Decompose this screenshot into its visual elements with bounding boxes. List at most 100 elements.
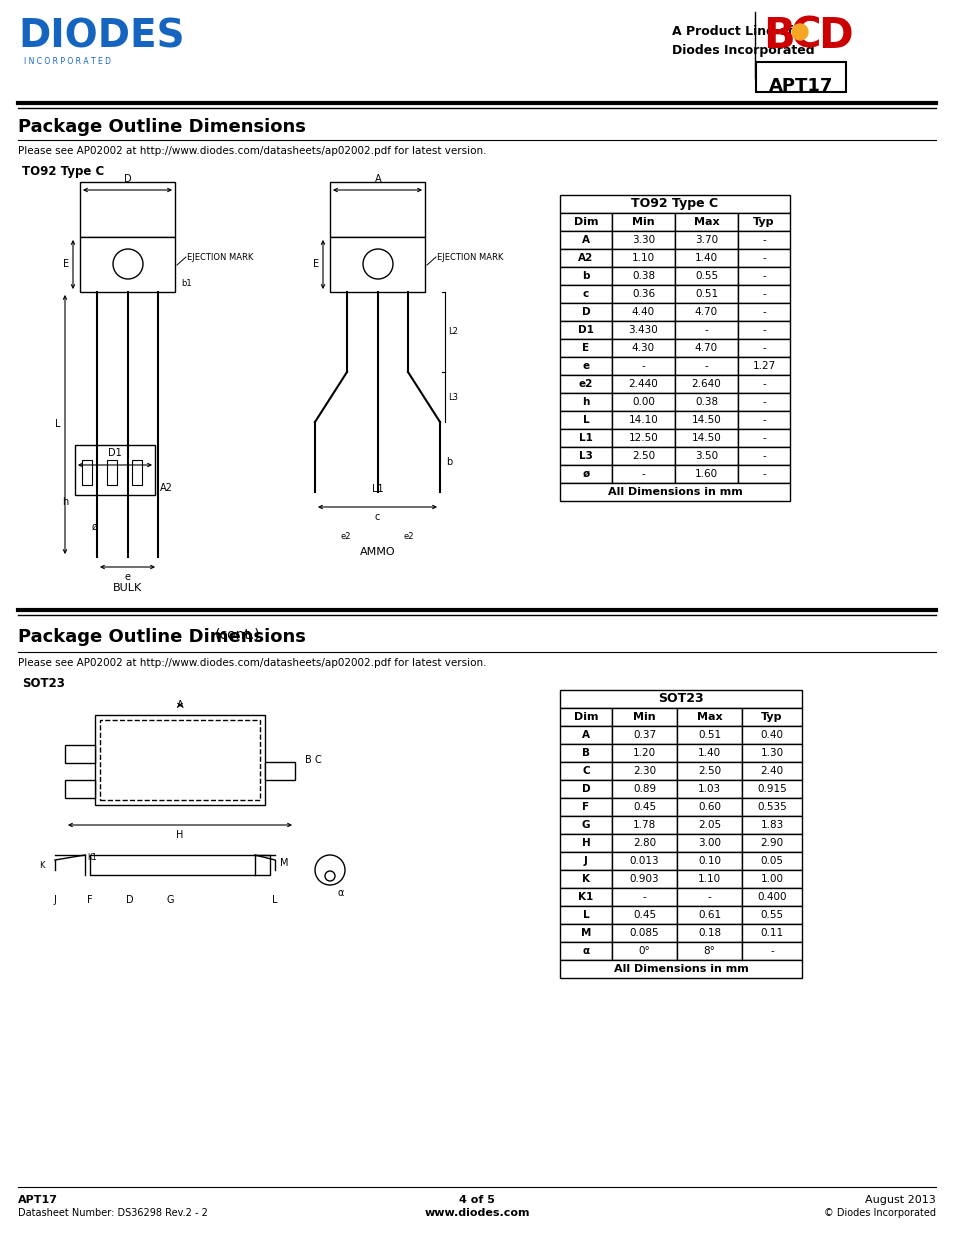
Text: -: - xyxy=(761,396,765,408)
Text: 0.40: 0.40 xyxy=(760,730,782,740)
Bar xyxy=(559,393,612,411)
Bar xyxy=(738,249,789,267)
Bar xyxy=(738,357,789,375)
Bar xyxy=(741,906,801,924)
Bar xyxy=(741,743,801,762)
Text: 2.05: 2.05 xyxy=(698,820,720,830)
Text: 0.013: 0.013 xyxy=(629,856,659,866)
Text: Typ: Typ xyxy=(753,217,774,227)
Text: K1: K1 xyxy=(87,853,96,862)
Bar xyxy=(612,743,677,762)
Bar xyxy=(755,62,845,91)
Bar xyxy=(559,960,801,978)
Text: D1: D1 xyxy=(578,325,594,335)
Bar xyxy=(738,466,789,483)
Bar xyxy=(612,781,677,798)
Bar xyxy=(741,888,801,906)
Bar xyxy=(675,249,738,267)
Text: 2.30: 2.30 xyxy=(632,766,656,776)
Text: A: A xyxy=(581,730,589,740)
Bar xyxy=(612,231,675,249)
Bar xyxy=(741,869,801,888)
Bar xyxy=(677,888,741,906)
Text: -: - xyxy=(761,235,765,245)
Text: EJECTION MARK: EJECTION MARK xyxy=(436,252,503,262)
Bar xyxy=(65,781,95,798)
Bar xyxy=(559,212,612,231)
Text: 4.40: 4.40 xyxy=(631,308,655,317)
Bar xyxy=(612,798,677,816)
Bar xyxy=(677,743,741,762)
Text: Typ: Typ xyxy=(760,713,781,722)
Text: 3.00: 3.00 xyxy=(698,839,720,848)
Text: 3.30: 3.30 xyxy=(631,235,655,245)
Text: 1.60: 1.60 xyxy=(694,469,718,479)
Text: 2.80: 2.80 xyxy=(632,839,656,848)
Text: L: L xyxy=(582,910,589,920)
Text: 0.535: 0.535 xyxy=(757,802,786,811)
Text: 1.83: 1.83 xyxy=(760,820,782,830)
Text: 0.915: 0.915 xyxy=(757,784,786,794)
Text: 1.00: 1.00 xyxy=(760,874,782,884)
Bar xyxy=(612,249,675,267)
Text: D: D xyxy=(124,174,132,184)
Text: 3.70: 3.70 xyxy=(694,235,718,245)
Bar xyxy=(559,816,612,834)
Text: 14.10: 14.10 xyxy=(628,415,658,425)
Bar xyxy=(675,411,738,429)
Text: 2.640: 2.640 xyxy=(691,379,720,389)
Text: 4.70: 4.70 xyxy=(694,343,718,353)
Bar xyxy=(738,411,789,429)
Bar xyxy=(559,466,612,483)
Bar xyxy=(612,924,677,942)
Bar xyxy=(612,888,677,906)
Text: C: C xyxy=(581,766,589,776)
Text: 1.03: 1.03 xyxy=(698,784,720,794)
Text: -: - xyxy=(641,469,644,479)
Text: L: L xyxy=(582,415,589,425)
Bar xyxy=(677,942,741,960)
Bar xyxy=(559,762,612,781)
Text: (cont.): (cont.) xyxy=(214,629,260,642)
Bar xyxy=(741,816,801,834)
Text: 2.50: 2.50 xyxy=(631,451,655,461)
Text: b1: b1 xyxy=(181,279,192,289)
Text: L2: L2 xyxy=(448,327,457,336)
Bar xyxy=(612,762,677,781)
Bar xyxy=(612,726,677,743)
Text: 4.30: 4.30 xyxy=(631,343,655,353)
Text: K1: K1 xyxy=(578,892,593,902)
Text: -: - xyxy=(761,343,765,353)
Bar xyxy=(612,285,675,303)
Text: h: h xyxy=(62,496,68,508)
Text: e2: e2 xyxy=(403,532,414,541)
Text: 1.78: 1.78 xyxy=(632,820,656,830)
Text: -: - xyxy=(761,325,765,335)
Text: All Dimensions in mm: All Dimensions in mm xyxy=(613,965,747,974)
Text: E: E xyxy=(582,343,589,353)
Bar xyxy=(738,375,789,393)
Bar xyxy=(612,834,677,852)
Text: -: - xyxy=(761,308,765,317)
Bar xyxy=(741,798,801,816)
Bar xyxy=(675,321,738,338)
Bar xyxy=(741,781,801,798)
Bar xyxy=(677,708,741,726)
Text: BULK: BULK xyxy=(113,583,143,593)
Text: 0.45: 0.45 xyxy=(632,802,656,811)
Text: B: B xyxy=(581,748,589,758)
Text: 3.50: 3.50 xyxy=(694,451,718,461)
Text: APT17: APT17 xyxy=(768,77,832,95)
Bar xyxy=(65,745,95,763)
Text: 1.20: 1.20 xyxy=(632,748,656,758)
Text: C: C xyxy=(314,755,321,764)
Bar xyxy=(559,852,612,869)
Bar xyxy=(80,182,174,237)
Text: L: L xyxy=(272,895,277,905)
Bar xyxy=(559,798,612,816)
Bar xyxy=(675,212,738,231)
Bar xyxy=(738,338,789,357)
Text: F: F xyxy=(87,895,92,905)
Text: D1: D1 xyxy=(108,448,122,458)
Bar xyxy=(559,303,612,321)
